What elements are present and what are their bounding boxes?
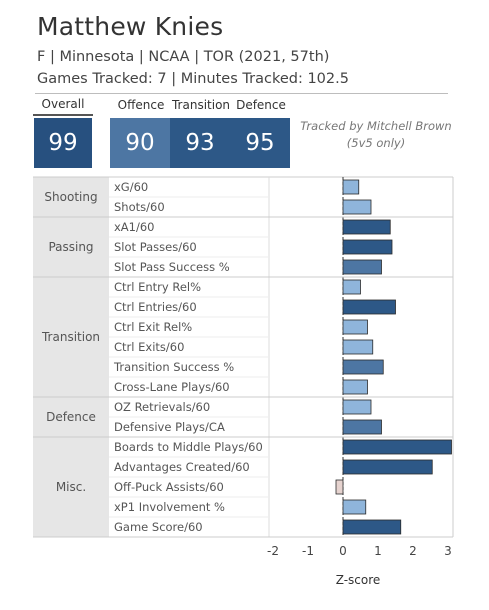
metric-label: xG/60: [114, 180, 148, 194]
metric-label: Transition Success %: [113, 360, 234, 374]
metric-label: Game Score/60: [114, 520, 203, 534]
defence-score-tile: 95: [230, 118, 290, 168]
metric-label: Advantages Created/60: [114, 460, 250, 474]
metric-label: Defensive Plays/CA: [114, 420, 225, 434]
tracking-note: Tracked by Mitchell Brown (5v5 only): [300, 118, 452, 152]
defence-score: 95: [245, 130, 275, 156]
bar: [342, 299, 396, 315]
x-axis-title: Z-score: [335, 573, 381, 587]
overall-label: Overall: [33, 97, 93, 116]
bar: [342, 519, 402, 535]
metric-label: Shots/60: [114, 200, 165, 214]
bar: [342, 219, 391, 235]
x-tick-label: -2: [267, 544, 279, 558]
bar: [342, 399, 372, 415]
metric-label: Ctrl Exit Rel%: [114, 320, 192, 334]
player-name: Matthew Knies: [37, 12, 224, 41]
bar: [342, 239, 393, 255]
transition-score-tile: 93: [170, 118, 230, 168]
tracking-note-line2: (5v5 only): [346, 136, 406, 150]
metric-label: Off-Puck Assists/60: [114, 480, 224, 494]
bar: [342, 199, 372, 215]
overall-score-tile: 99: [34, 118, 92, 168]
bar: [342, 499, 367, 515]
group-label: Misc.: [56, 480, 86, 494]
offence-label: Offence: [117, 98, 165, 112]
group-label: Defence: [46, 410, 96, 424]
transition-label: Transition: [171, 98, 231, 112]
metric-label: xA1/60: [114, 220, 155, 234]
tracking-summary: Games Tracked: 7 | Minutes Tracked: 102.…: [37, 71, 349, 87]
bar: [342, 319, 368, 335]
metric-label: OZ Retrievals/60: [114, 400, 210, 414]
metric-label: Boards to Middle Plays/60: [114, 440, 263, 454]
group-label: Transition: [41, 330, 100, 344]
overall-score: 99: [48, 130, 78, 156]
offence-score-tile: 90: [110, 118, 170, 168]
group-label: Passing: [48, 240, 93, 254]
player-subtitle: F | Minnesota | NCAA | TOR (2021, 57th): [37, 49, 330, 65]
bar: [342, 359, 384, 375]
group-column-bg: [33, 177, 109, 537]
metric-label: Slot Passes/60: [114, 240, 197, 254]
bar: [342, 419, 382, 435]
defence-label: Defence: [236, 98, 286, 112]
x-tick-label: 3: [444, 544, 452, 558]
x-tick-label: 0: [339, 544, 347, 558]
bar: [342, 279, 361, 295]
bar: [342, 439, 452, 455]
bar: [342, 259, 382, 275]
bar: [342, 179, 360, 195]
metric-label: Slot Pass Success %: [114, 260, 230, 274]
offence-score: 90: [125, 130, 155, 156]
bar: [342, 459, 433, 475]
metric-label: xP1 Involvement %: [114, 500, 225, 514]
x-tick-label: -1: [302, 544, 314, 558]
metric-label: Ctrl Entries/60: [114, 300, 197, 314]
group-label: Shooting: [44, 190, 97, 204]
tracking-note-line1: Tracked by Mitchell Brown: [300, 119, 452, 133]
bar: [342, 379, 368, 395]
metric-label: Cross-Lane Plays/60: [114, 380, 230, 394]
transition-score: 93: [185, 130, 215, 156]
x-tick-label: 1: [374, 544, 382, 558]
x-tick-label: 2: [409, 544, 417, 558]
bar: [335, 479, 344, 495]
bar: [342, 339, 374, 355]
metric-label: Ctrl Entry Rel%: [114, 280, 201, 294]
header-divider: [35, 93, 448, 94]
metric-label: Ctrl Exits/60: [114, 340, 184, 354]
